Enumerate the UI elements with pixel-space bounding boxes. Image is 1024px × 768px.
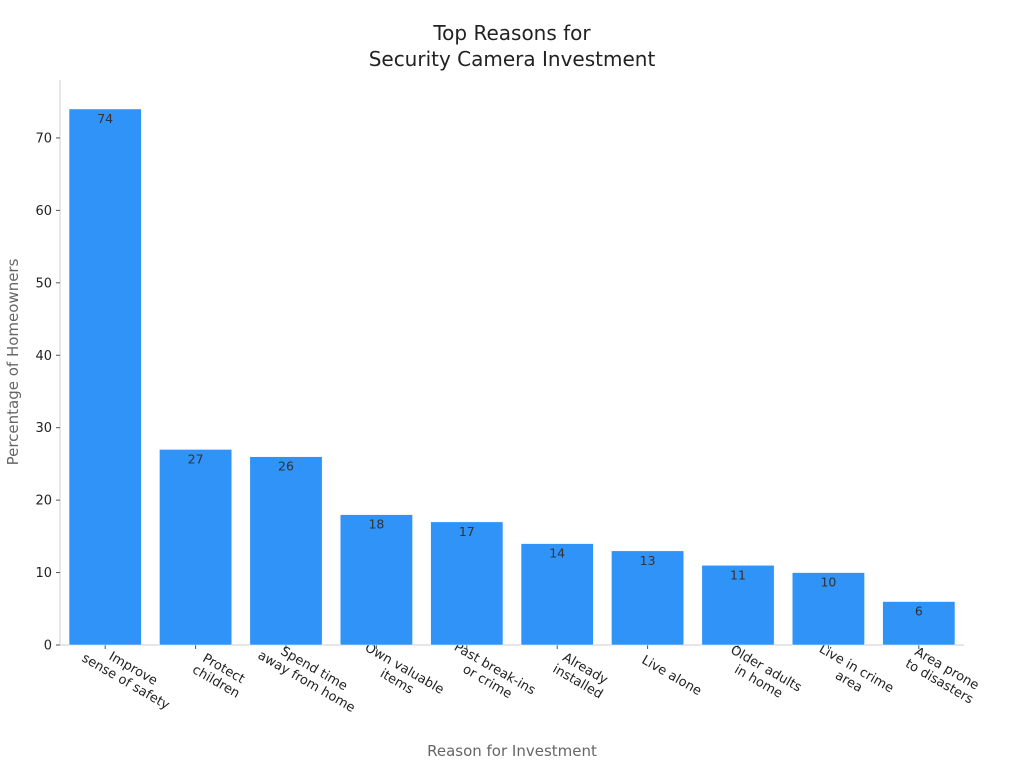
x-axis-label: Reason for Investment (427, 742, 597, 760)
x-tick-label: Live alone (639, 653, 704, 699)
x-tick-label-line: Live alone (639, 653, 704, 699)
x-tick-label: Own valuableitems (355, 640, 447, 710)
bar-value-label: 18 (368, 517, 384, 532)
x-tick-label: Area proneto disasters (902, 644, 983, 708)
x-axis: Improvesense of safety Protectchildren Spe… (60, 635, 983, 716)
x-tick-label: Alreadyinstalled (550, 649, 613, 703)
bar-value-label: 14 (549, 546, 565, 561)
bar-value-label: 27 (188, 451, 204, 466)
chart-title-line: Security Camera Investment (369, 47, 656, 71)
x-tick-label: Older adultsin home (720, 643, 804, 709)
y-tick-label: 60 (35, 204, 52, 219)
y-tick-label: 50 (35, 276, 52, 291)
bar-value-label: 10 (820, 575, 836, 590)
bar-value-label: 74 (97, 111, 113, 126)
bar-value-label: 13 (640, 553, 656, 568)
bar-value-label: 17 (459, 524, 475, 539)
y-axis-label: Percentage of Homeowners (4, 258, 22, 465)
y-tick-label: 10 (35, 566, 52, 581)
bar (159, 449, 233, 646)
bar (520, 543, 594, 646)
bar (611, 550, 685, 646)
x-tick-label: Protectchildren (190, 650, 250, 702)
bar-value-label: 11 (730, 567, 746, 582)
y-tick-label: 30 (35, 421, 52, 436)
y-tick-label: 20 (35, 494, 52, 509)
y-tick-label: 40 (35, 349, 52, 364)
y-tick-label: 0 (44, 639, 52, 654)
bars: 74 27 26 18 17 14 13 11 10 6 (68, 108, 956, 646)
x-tick-label: Live in crimearea (809, 642, 896, 710)
bar (882, 601, 956, 646)
bar (68, 108, 142, 646)
chart-title-line: Top Reasons for (432, 21, 591, 45)
bar (701, 565, 775, 646)
bar (249, 456, 323, 646)
bar (430, 521, 504, 646)
x-tick-label: Improvesense of safety (79, 638, 180, 713)
bar-value-label: 26 (278, 459, 294, 474)
bar-value-label: 6 (915, 604, 923, 619)
x-tick-label: Spend timeaway from home (255, 635, 365, 716)
bar (339, 514, 413, 646)
y-tick-label: 70 (35, 131, 52, 146)
bar (791, 572, 865, 646)
y-axis: 0 10 20 30 40 50 60 70 (35, 80, 61, 654)
x-tick-label: Past break-insor crime (444, 640, 538, 712)
